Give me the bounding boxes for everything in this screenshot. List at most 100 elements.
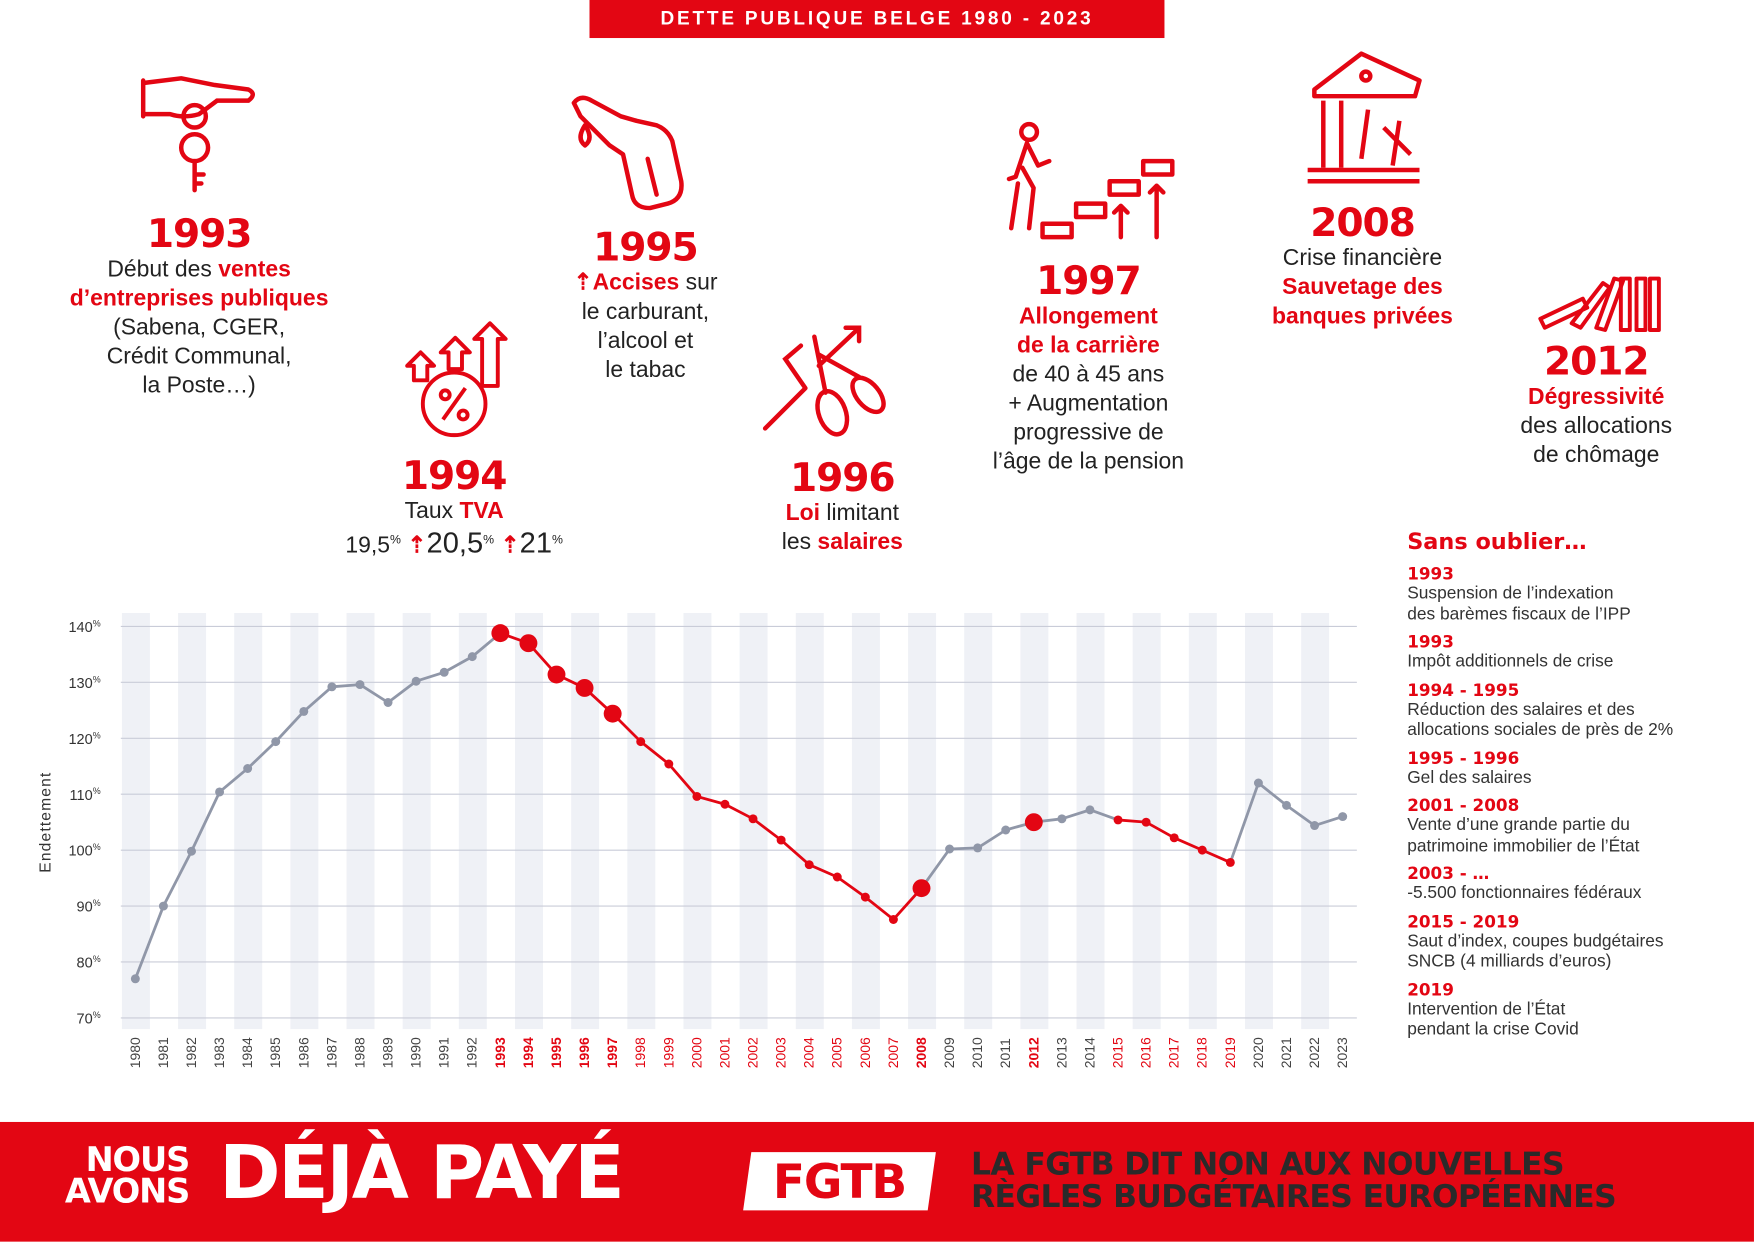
x-tick-label: 1987 bbox=[323, 1037, 339, 1068]
line-segment bbox=[949, 846, 978, 851]
data-point bbox=[130, 974, 140, 984]
item-text: pendant la crise Covid bbox=[1407, 1020, 1579, 1040]
line-segment bbox=[836, 875, 867, 899]
arrow-up-icon: ⇡ bbox=[400, 532, 427, 558]
year-band bbox=[1188, 612, 1217, 1030]
year-band bbox=[234, 612, 263, 1030]
sans-oublier-item: 1994 - 1995 Réduction des salaires et des… bbox=[1407, 680, 1743, 742]
footer-slogan-line-2: RÈGLES BUDGÉTAIRES EUROPÉENNES bbox=[970, 1177, 1617, 1215]
event-text-segment: d’entreprises publiques bbox=[69, 285, 329, 311]
x-tick-label: 1997 bbox=[604, 1037, 620, 1068]
year-band bbox=[121, 612, 150, 1030]
event-text-line: le tabac bbox=[573, 356, 717, 385]
footer-nous: NOUS bbox=[85, 1140, 191, 1181]
vat-rates: 19,5% ⇡20,5% ⇡21% bbox=[345, 526, 563, 560]
item-text: Suspension de l’indexation bbox=[1407, 583, 1614, 603]
event-text-line: Début des ventes bbox=[70, 255, 329, 284]
year-band bbox=[1076, 612, 1105, 1030]
data-point bbox=[355, 680, 365, 690]
event-text-segment: Début des bbox=[107, 256, 219, 282]
item-years: 2001 - 2008 bbox=[1407, 795, 1520, 816]
x-tick-label: 2018 bbox=[1194, 1037, 1210, 1068]
x-tick-label: 2013 bbox=[1053, 1037, 1069, 1068]
hand-giving-key-icon bbox=[136, 69, 259, 203]
data-point bbox=[1113, 815, 1123, 825]
data-point bbox=[439, 667, 449, 677]
line-segment bbox=[1229, 782, 1260, 863]
event-text-segment: limitant bbox=[819, 500, 900, 526]
data-point bbox=[299, 706, 309, 716]
x-tick-label: 2004 bbox=[801, 1037, 817, 1068]
vat-rate: 21 bbox=[519, 525, 553, 560]
data-point bbox=[158, 901, 168, 911]
event-text-segment: l’alcool et bbox=[597, 327, 694, 354]
line-segment bbox=[443, 655, 473, 674]
data-point bbox=[1197, 845, 1207, 855]
line-segment bbox=[1117, 818, 1147, 824]
item-text: Vente d’une grande partie du bbox=[1407, 815, 1630, 835]
y-tick-label: 140% bbox=[68, 618, 100, 636]
data-point bbox=[636, 737, 646, 747]
data-point bbox=[603, 704, 622, 723]
event-text-segment: Loi bbox=[785, 500, 820, 526]
event-text-segment: le tabac bbox=[605, 356, 686, 383]
x-tick-label: 2016 bbox=[1138, 1037, 1154, 1068]
event-text-segment: Taux bbox=[404, 497, 460, 524]
line-segment bbox=[1257, 781, 1288, 807]
event-text-line: + Augmentation bbox=[993, 389, 1184, 418]
year-band bbox=[964, 612, 993, 1030]
event-text-segment: le carburant, bbox=[581, 298, 710, 325]
item-text: -5.500 fonctionnaires fédéraux bbox=[1407, 883, 1642, 903]
event-text-line: Crédit Communal, bbox=[70, 342, 329, 371]
data-point bbox=[243, 764, 253, 773]
x-tick-label: 2001 bbox=[716, 1037, 732, 1068]
item-years: 1993 bbox=[1407, 563, 1454, 584]
item-text: Impôt additionnels de crise bbox=[1407, 652, 1614, 672]
x-tick-label: 1982 bbox=[183, 1037, 199, 1068]
x-tick-label: 1992 bbox=[464, 1037, 480, 1068]
x-tick-label: 2017 bbox=[1166, 1037, 1182, 1068]
vat-rate: 19,5 bbox=[345, 532, 390, 558]
x-tick-label: 2011 bbox=[997, 1038, 1013, 1068]
item-text: Intervention de l’État bbox=[1407, 999, 1566, 1019]
item-years: 1993 bbox=[1407, 632, 1454, 653]
sans-oublier-title: Sans oublier… bbox=[1407, 527, 1587, 555]
line-segment bbox=[639, 740, 670, 766]
x-tick-label: 1998 bbox=[632, 1037, 648, 1068]
data-point bbox=[1024, 813, 1043, 832]
data-point bbox=[888, 915, 898, 924]
data-point bbox=[692, 791, 702, 801]
event-year: 1994 bbox=[401, 454, 508, 499]
footer-slogan-line-1: LA FGTB DIT NON AUX NOUVELLES bbox=[970, 1145, 1565, 1183]
vat-rate-unit: % bbox=[483, 533, 495, 547]
data-point bbox=[1057, 814, 1067, 824]
sans-oublier-item: 1993 Suspension de l’indexation des barème… bbox=[1407, 564, 1743, 626]
data-point bbox=[1085, 805, 1095, 815]
arrow-up-icon: ⇡ bbox=[494, 532, 520, 558]
item-years: 2019 bbox=[1407, 979, 1454, 1000]
x-tick-label: 2014 bbox=[1081, 1037, 1097, 1068]
footer-nous-avons: NOUS AVONS bbox=[65, 1140, 191, 1209]
y-tick-label: 90% bbox=[77, 898, 101, 916]
event-year: 2008 bbox=[1310, 201, 1416, 247]
data-point bbox=[547, 665, 566, 684]
data-point bbox=[187, 846, 196, 856]
data-point bbox=[776, 835, 786, 845]
x-tick-label: 1999 bbox=[660, 1037, 676, 1068]
event-text-segment: banques privées bbox=[1271, 303, 1453, 329]
event-text-line: de chômage bbox=[1520, 441, 1672, 470]
x-tick-label: 1981 bbox=[155, 1037, 171, 1068]
sans-oublier-item: 2015 - 2019 Saut d’index, coupes budgétai… bbox=[1407, 911, 1743, 973]
event-text-segment: de la carrière bbox=[1016, 332, 1160, 358]
sans-oublier-item: 2003 - … -5.500 fonctionnaires fédéraux bbox=[1407, 864, 1743, 905]
y-tick-label: 130% bbox=[68, 674, 100, 692]
event-year: 1997 bbox=[1036, 259, 1142, 305]
data-point bbox=[945, 844, 955, 854]
vat-rate-unit: % bbox=[389, 533, 401, 547]
data-point bbox=[491, 624, 510, 643]
sans-oublier-item: 2001 - 2008 Vente d’une grande partie du p… bbox=[1407, 795, 1743, 857]
event-text-line: ⇡Accises sur bbox=[573, 268, 717, 297]
event-text-segment: Sauvetage des bbox=[1282, 274, 1443, 300]
year-band bbox=[346, 612, 375, 1030]
